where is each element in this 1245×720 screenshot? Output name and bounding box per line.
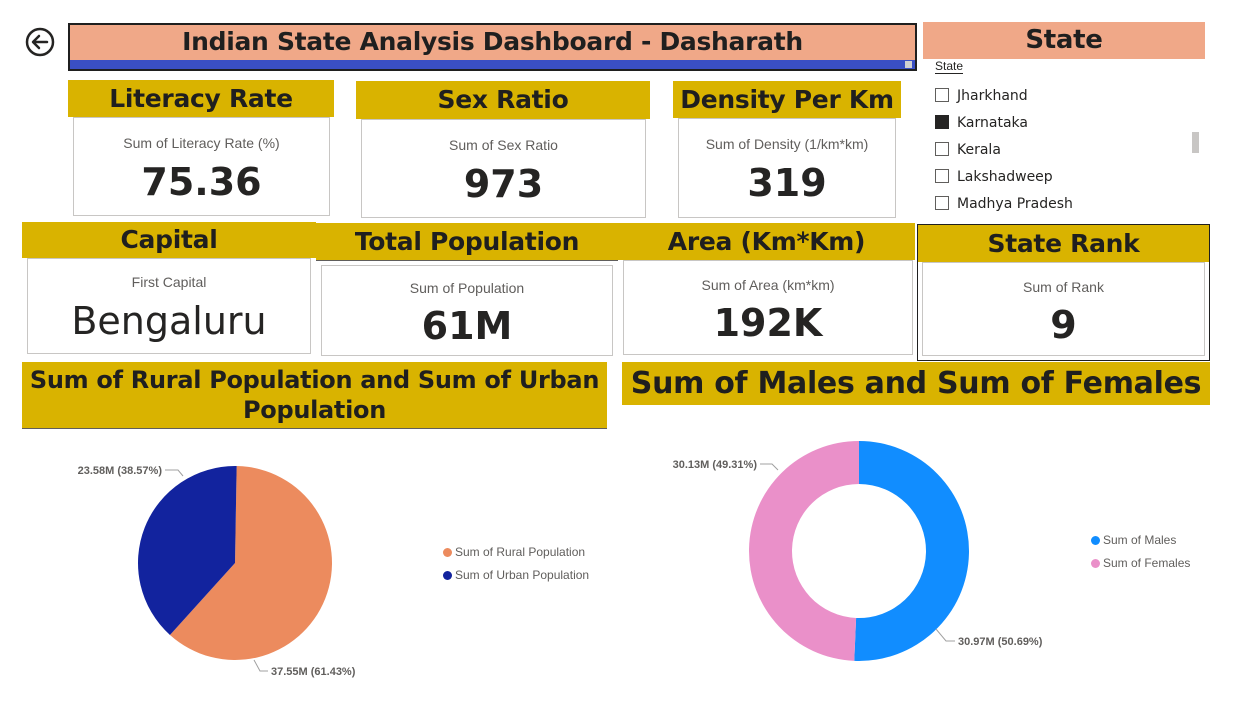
resize-handle[interactable] xyxy=(905,61,912,68)
pie-slice-rural[interactable] xyxy=(169,466,332,660)
literacy-rate-card: Sum of Literacy Rate (%) 75.36 xyxy=(73,117,330,216)
card-label: First Capital xyxy=(131,274,207,290)
leader-line-males xyxy=(935,628,955,642)
density-card: Sum of Density (1/km*km) 319 xyxy=(678,118,896,218)
total-population-title: Total Population xyxy=(316,223,618,261)
total-population-card: Sum of Population 61M xyxy=(321,265,613,356)
card-label: Sum of Population xyxy=(409,280,525,296)
slicer-field-label: State xyxy=(935,59,964,74)
slicer-scrollbar[interactable] xyxy=(1192,132,1199,153)
checkbox-icon[interactable] xyxy=(935,169,949,183)
slicer-item-kerala[interactable]: Kerala xyxy=(935,142,1001,158)
slicer-item-jharkhand[interactable]: Jharkhand xyxy=(935,88,1028,104)
males-females-chart-title: Sum of Males and Sum of Females xyxy=(622,362,1210,405)
capital-title: Capital xyxy=(22,222,316,258)
card-value: 192K xyxy=(713,301,823,345)
rural-urban-pie-chart[interactable]: 23.58M (38.57%) 37.55M (61.43%) xyxy=(40,440,440,690)
card-value: 973 xyxy=(463,162,544,206)
back-arrow-icon[interactable] xyxy=(24,26,56,58)
state-rank-visual[interactable]: State Rank Sum of Rank 9 xyxy=(917,224,1210,361)
pie-slice-urban[interactable] xyxy=(138,466,237,635)
legend-item-males[interactable]: Sum of Males xyxy=(1091,533,1176,547)
sex-ratio-title: Sex Ratio xyxy=(356,81,650,119)
page-title: Indian State Analysis Dashboard - Dashar… xyxy=(182,27,803,56)
legend-item-rural[interactable]: Sum of Rural Population xyxy=(443,545,585,559)
legend-dot-icon xyxy=(443,548,452,557)
chart-title-line1: Sum of Rural Population and Sum of Urban xyxy=(29,366,600,394)
card-value: 61M xyxy=(421,304,513,348)
card-value: 75.36 xyxy=(141,160,262,204)
capital-card: First Capital Bengaluru xyxy=(27,258,311,354)
data-label-rural: 37.55M (61.43%) xyxy=(271,666,356,678)
card-label: Sum of Density (1/km*km) xyxy=(705,136,869,152)
card-label: Sum of Sex Ratio xyxy=(449,137,558,153)
data-label-females: 30.13M (49.31%) xyxy=(673,459,758,471)
slicer-item-madhya-pradesh[interactable]: Madhya Pradesh xyxy=(935,196,1073,212)
checkbox-checked-icon[interactable] xyxy=(935,115,949,129)
area-title: Area (Km*Km) xyxy=(618,223,915,260)
slicer-item-lakshadweep[interactable]: Lakshadweep xyxy=(935,169,1053,185)
rural-urban-chart-title: Sum of Rural Population and Sum of Urban… xyxy=(22,362,607,429)
card-label: Sum of Area (km*km) xyxy=(701,277,835,293)
data-label-urban: 23.58M (38.57%) xyxy=(78,465,163,477)
leader-line-females xyxy=(760,463,779,471)
dashboard-title-banner: Indian State Analysis Dashboard - Dashar… xyxy=(68,23,917,71)
card-value: 319 xyxy=(747,161,827,205)
legend-dot-icon xyxy=(1091,559,1100,568)
title-underline-bar xyxy=(70,60,915,69)
legend-item-females[interactable]: Sum of Females xyxy=(1091,556,1190,570)
chart-title-line2: Population xyxy=(242,396,387,424)
card-value: 9 xyxy=(1050,303,1077,347)
donut-slice-males[interactable] xyxy=(854,441,969,661)
leader-line-rural xyxy=(253,659,268,672)
legend-dot-icon xyxy=(1091,536,1100,545)
donut-slice-females[interactable] xyxy=(748,441,859,661)
sex-ratio-card: Sum of Sex Ratio 973 xyxy=(361,119,646,218)
card-label: Sum of Rank xyxy=(1023,279,1104,295)
legend-dot-icon xyxy=(443,571,452,580)
leader-line-urban xyxy=(165,469,184,477)
card-label: Sum of Literacy Rate (%) xyxy=(123,135,280,151)
literacy-rate-title: Literacy Rate xyxy=(68,80,334,117)
checkbox-icon[interactable] xyxy=(935,142,949,156)
checkbox-icon[interactable] xyxy=(935,88,949,102)
males-females-donut-chart[interactable]: 30.13M (49.31%) 30.97M (50.69%) xyxy=(640,430,1080,690)
slicer-title-bar: State xyxy=(923,22,1205,59)
checkbox-icon[interactable] xyxy=(935,196,949,210)
card-value: Bengaluru xyxy=(71,299,267,343)
data-label-males: 30.97M (50.69%) xyxy=(958,636,1043,648)
state-rank-title: State Rank xyxy=(918,225,1209,262)
density-title: Density Per Km xyxy=(673,81,901,118)
state-rank-card: Sum of Rank 9 xyxy=(922,262,1205,356)
legend-item-urban[interactable]: Sum of Urban Population xyxy=(443,568,589,582)
slicer-item-karnataka[interactable]: Karnataka xyxy=(935,115,1028,131)
area-card: Sum of Area (km*km) 192K xyxy=(623,260,913,355)
